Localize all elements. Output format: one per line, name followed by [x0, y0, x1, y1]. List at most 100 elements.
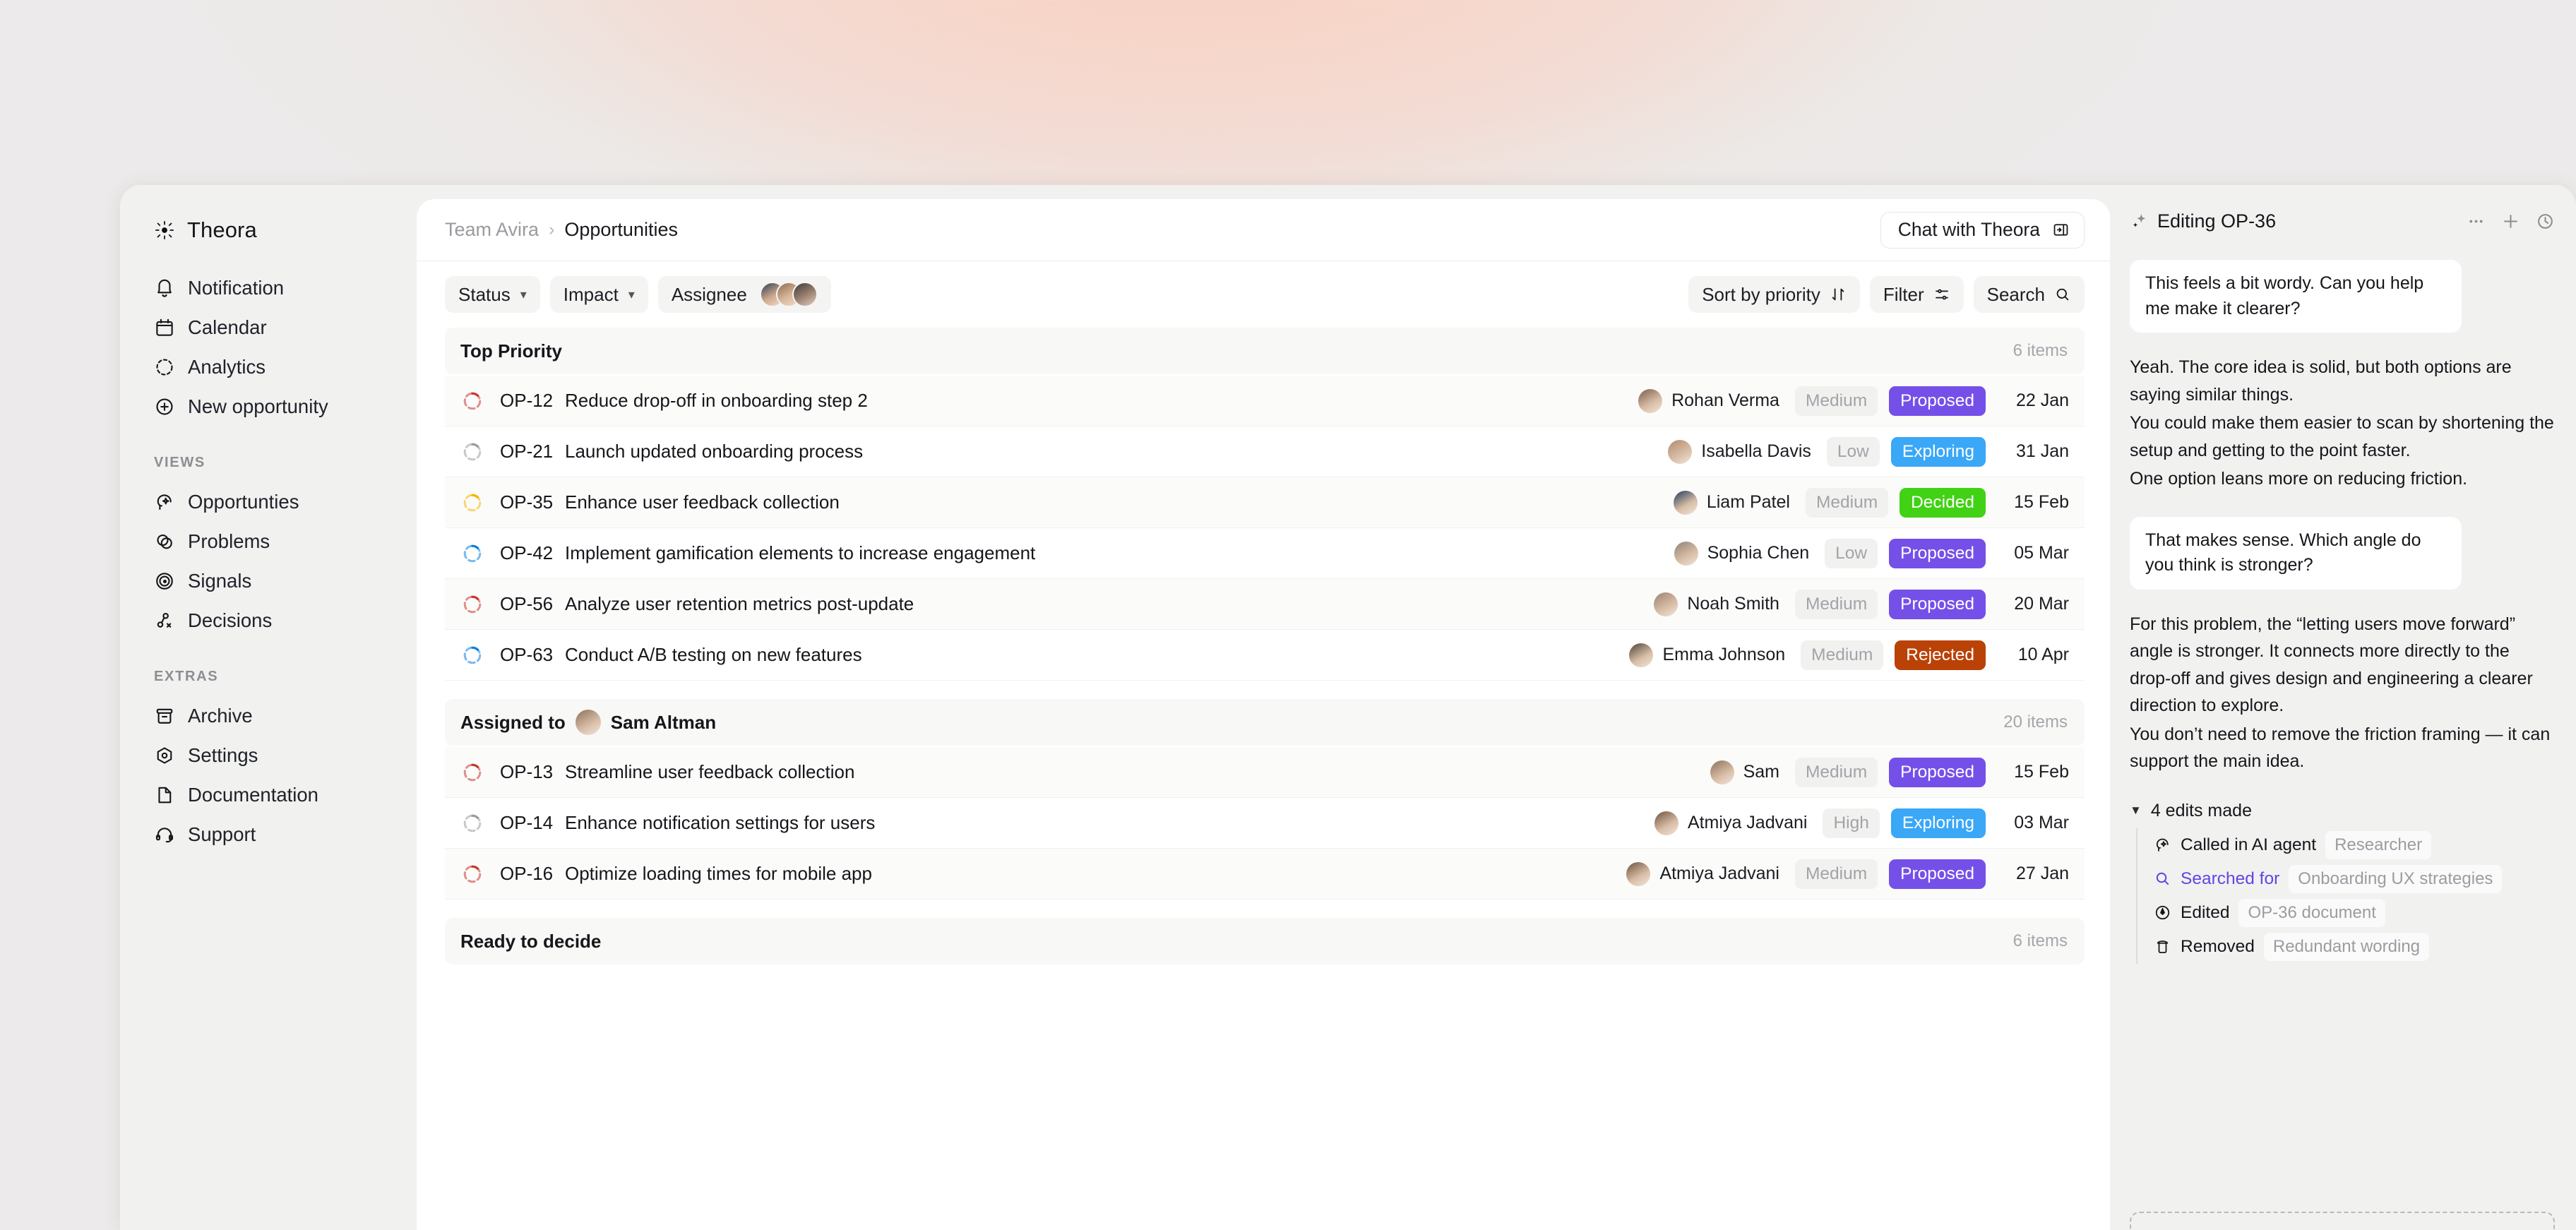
row-status-badge[interactable]: Exploring: [1890, 436, 1986, 467]
row-assignee[interactable]: Noah Smith: [1654, 592, 1779, 616]
nav-item-notification[interactable]: Notification: [134, 268, 400, 308]
breadcrumb-parent[interactable]: Team Avira: [445, 219, 539, 240]
row-assignee[interactable]: Atmiya Jadvani: [1626, 861, 1779, 886]
row-assignee[interactable]: Rohan Verma: [1638, 388, 1779, 413]
nav-item-documentation[interactable]: Documentation: [134, 775, 400, 815]
row-status-badge[interactable]: Proposed: [1889, 757, 1986, 787]
row-impact-badge[interactable]: Medium: [1801, 640, 1884, 670]
edit-item[interactable]: Searched for Onboarding UX strategies: [2154, 862, 2555, 896]
nav-item-decisions[interactable]: Decisions: [134, 601, 400, 640]
table-row[interactable]: OP-21 Launch updated onboarding process Is…: [445, 426, 2085, 477]
row-assignee-name: Sophia Chen: [1707, 543, 1810, 563]
bell-icon: [154, 277, 175, 299]
nav-item-opportunities[interactable]: Opportunties: [134, 482, 400, 522]
nav-item-calendar[interactable]: Calendar: [134, 308, 400, 347]
edit-item[interactable]: Removed Redundant wording: [2154, 930, 2555, 964]
section-label-extras: EXTRAS: [154, 669, 219, 684]
filter-lines-icon: [1933, 286, 1950, 303]
assistant-panel-header: Editing OP-36: [2130, 205, 2555, 237]
row-status-badge[interactable]: Proposed: [1889, 538, 1986, 568]
row-status-badge[interactable]: Proposed: [1889, 386, 1986, 416]
row-assignee[interactable]: Liam Patel: [1673, 490, 1790, 515]
assignee-filter-chip[interactable]: Assignee: [657, 276, 831, 313]
row-id: OP-12: [500, 390, 554, 411]
row-status-badge[interactable]: Proposed: [1889, 859, 1986, 889]
row-impact-badge[interactable]: High: [1823, 808, 1880, 838]
status-ring-icon[interactable]: [460, 643, 484, 667]
history-clock-icon[interactable]: [2536, 212, 2555, 231]
group-header[interactable]: Top Priority 6 items: [445, 328, 2085, 374]
nav-label: Signals: [188, 570, 252, 592]
row-assignee[interactable]: Atmiya Jadvani: [1654, 811, 1807, 835]
row-impact-badge[interactable]: Medium: [1794, 757, 1878, 787]
brand[interactable]: Theora: [134, 210, 400, 250]
chat-with-theora-button[interactable]: Chat with Theora: [1880, 211, 2085, 249]
nav-item-archive[interactable]: Archive: [134, 696, 400, 736]
row-impact-badge[interactable]: Medium: [1794, 859, 1878, 889]
status-ring-icon[interactable]: [460, 389, 484, 413]
table-row[interactable]: OP-12 Reduce drop-off in onboarding step …: [445, 376, 2085, 426]
row-impact-badge[interactable]: Low: [1826, 436, 1880, 467]
assistant-panel-title: Editing OP-36: [2130, 210, 2276, 232]
row-title: Implement gamification elements to incre…: [565, 542, 1036, 563]
app-window: Theora Notification Calendar: [120, 185, 2576, 1230]
row-status-badge[interactable]: Proposed: [1889, 589, 1986, 619]
table-row[interactable]: OP-63 Conduct A/B testing on new features…: [445, 630, 2085, 681]
nav-item-new-opportunity[interactable]: New opportunity: [134, 387, 400, 426]
nav-label: Support: [188, 823, 256, 845]
avatar: [792, 282, 818, 307]
row-status-badge[interactable]: Decided: [1900, 487, 1986, 518]
table-row[interactable]: OP-14 Enhance notification settings for u…: [445, 798, 2085, 849]
status-ring-icon[interactable]: [460, 811, 484, 835]
row-impact-badge[interactable]: Low: [1825, 538, 1878, 568]
row-date: 15 Feb: [2014, 762, 2069, 782]
nav-item-problems[interactable]: Problems: [134, 522, 400, 561]
table-row[interactable]: OP-16 Optimize loading times for mobile a…: [445, 849, 2085, 900]
overlap-circles-icon: [154, 531, 175, 552]
avatar: [575, 710, 601, 735]
calendar-icon: [154, 317, 175, 338]
row-assignee[interactable]: Sam: [1710, 760, 1779, 784]
main-content-panel: Team Avira › Opportunities Chat with The…: [417, 199, 2110, 1230]
table-row[interactable]: OP-42 Implement gamification elements to …: [445, 528, 2085, 579]
group-header[interactable]: Assigned to Sam Altman 20 items: [445, 699, 2085, 746]
row-date: 31 Jan: [2015, 441, 2069, 461]
row-impact-badge[interactable]: Medium: [1794, 589, 1878, 619]
composer-dropzone[interactable]: [2130, 1212, 2555, 1230]
impact-filter-chip[interactable]: Impact ▾: [549, 276, 648, 313]
status-ring-icon[interactable]: [460, 862, 484, 886]
impact-filter-label: Impact: [563, 283, 619, 305]
sparkle-icon: [2130, 212, 2148, 230]
edit-item[interactable]: Edited OP-36 document: [2154, 896, 2555, 930]
row-assignee[interactable]: Sophia Chen: [1674, 541, 1810, 566]
status-ring-icon[interactable]: [460, 760, 484, 784]
group-header[interactable]: Ready to decide 6 items: [445, 918, 2085, 965]
row-impact-badge[interactable]: Medium: [1794, 386, 1878, 416]
status-ring-icon[interactable]: [460, 542, 484, 566]
row-status-badge[interactable]: Rejected: [1895, 640, 1986, 670]
status-ring-icon[interactable]: [460, 440, 484, 464]
plus-icon[interactable]: [2501, 212, 2520, 231]
nav-item-settings[interactable]: Settings: [134, 736, 400, 775]
more-horizontal-icon[interactable]: [2467, 212, 2486, 231]
sort-button[interactable]: Sort by priority: [1688, 276, 1860, 313]
row-assignee[interactable]: Isabella Davis: [1668, 439, 1811, 464]
status-filter-chip[interactable]: Status ▾: [445, 276, 540, 313]
table-row[interactable]: OP-35 Enhance user feedback collection Lia…: [445, 477, 2085, 528]
edits-summary-label: 4 edits made: [2150, 800, 2252, 820]
table-row[interactable]: OP-13 Streamline user feedback collection…: [445, 747, 2085, 798]
row-status-badge[interactable]: Exploring: [1890, 808, 1986, 838]
search-button[interactable]: Search: [1973, 276, 2085, 313]
table-row[interactable]: OP-56 Analyze user retention metrics post…: [445, 579, 2085, 630]
row-impact-badge[interactable]: Medium: [1805, 487, 1889, 518]
nav-item-analytics[interactable]: Analytics: [134, 347, 400, 387]
status-ring-icon[interactable]: [460, 491, 484, 515]
nav-item-support[interactable]: Support: [134, 815, 400, 854]
filter-button[interactable]: Filter: [1869, 276, 1964, 313]
edits-summary-toggle[interactable]: ▼ 4 edits made: [2130, 801, 2555, 821]
hex-eye-icon: [154, 745, 175, 766]
status-ring-icon[interactable]: [460, 592, 484, 616]
edit-item[interactable]: Called in AI agent Researcher: [2154, 828, 2555, 862]
nav-item-signals[interactable]: Signals: [134, 561, 400, 601]
row-assignee[interactable]: Emma Johnson: [1629, 643, 1785, 667]
